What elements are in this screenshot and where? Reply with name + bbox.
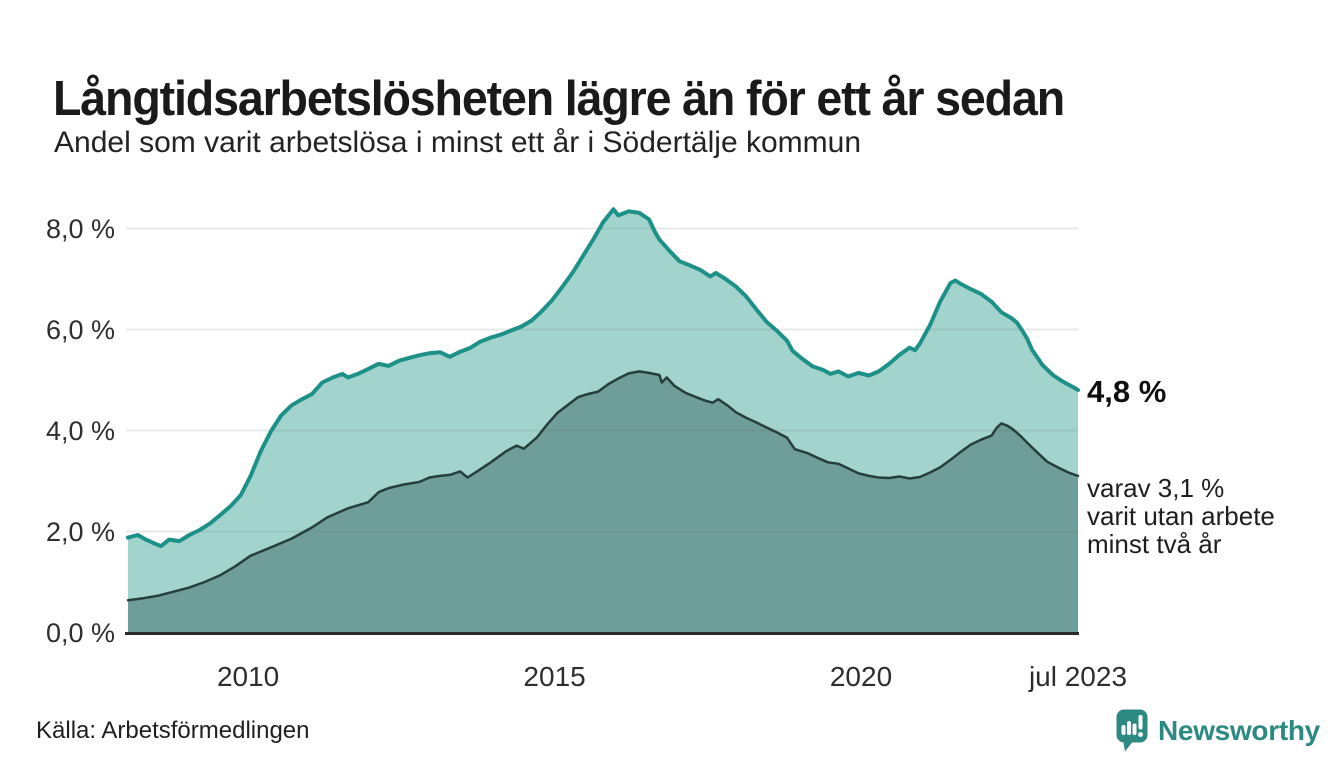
x-tick-label: 2015 (523, 661, 586, 692)
y-tick-label: 0,0 % (45, 617, 115, 648)
series-two-years-annotation: varav 3,1 % varit utan arbete minst två … (1087, 474, 1275, 558)
series-two-years-area (128, 371, 1078, 633)
x-tick-label: jul 2023 (1028, 661, 1128, 692)
page-subtitle: Andel som varit arbetslösa i minst ett å… (54, 126, 861, 159)
y-tick-label: 6,0 % (45, 314, 115, 345)
source-note: Källa: Arbetsförmedlingen (36, 717, 310, 744)
series-total-line (126, 207, 1080, 549)
x-tick-label: 2020 (829, 661, 893, 692)
annotation-line: minst två år (1087, 529, 1222, 559)
newsworthy-icon (1116, 709, 1148, 752)
brand-logo: Newsworthy (1116, 709, 1320, 752)
y-tick-label: 4,0 % (45, 415, 115, 446)
brand-wordmark: Newsworthy (1158, 715, 1320, 746)
page-title: Långtidsarbetslösheten lägre än för ett … (53, 71, 1065, 126)
annotation-line: varav 3,1 % (1087, 473, 1225, 503)
series-end-value-label: 4,8 % (1087, 374, 1167, 409)
y-tick-label: 2,0 % (45, 516, 115, 547)
x-tick-label: 2010 (216, 661, 280, 692)
series-two-years-line (126, 370, 1080, 602)
y-tick-label: 8,0 % (45, 213, 115, 244)
annotation-line: varit utan arbete (1087, 501, 1275, 531)
